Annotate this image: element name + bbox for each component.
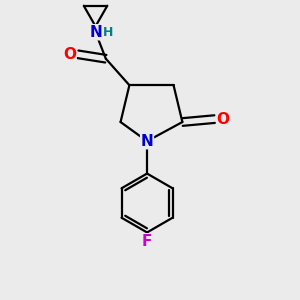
Text: O: O [217, 112, 230, 127]
Text: O: O [63, 47, 76, 62]
Text: N: N [141, 134, 153, 149]
Text: N: N [89, 25, 102, 40]
Text: F: F [142, 234, 152, 249]
Text: H: H [103, 26, 113, 39]
